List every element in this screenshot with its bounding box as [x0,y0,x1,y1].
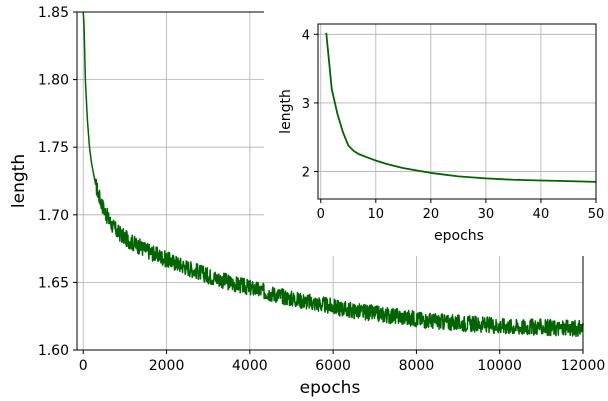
y-tick-label: 1.80 [38,73,69,89]
y-tick-label: 1.85 [38,5,69,21]
inset-x-tick-label: 0 [317,207,325,222]
inset-background [264,4,608,256]
inset-y-tick-label: 4 [302,28,310,43]
x-tick-label: 12000 [561,358,606,374]
inset-x-tick-label: 30 [478,207,495,222]
inset-x-axis-label: epochs [434,228,484,244]
x-tick-label: 10000 [477,358,522,374]
x-tick-label: 6000 [315,358,351,374]
main-series-line [82,11,584,338]
x-tick-label: 2000 [149,358,185,374]
inset-y-tick-label: 2 [302,166,310,181]
inset-series-line [325,32,597,183]
x-tick-label: 8000 [399,358,435,374]
inset-y-tick-label: 3 [302,97,310,112]
inset-x-tick-label: 50 [588,207,605,222]
x-axis-label: epochs [300,378,361,398]
y-tick-label: 1.70 [38,208,69,224]
x-tick-label: 0 [79,358,88,374]
inset-frame [317,23,597,200]
inset-y-axis-label: length [278,89,294,134]
y-tick-label: 1.65 [38,275,69,291]
inset-chart: 0 10 20 30 40 50 2 3 4 epochs length [278,23,605,244]
y-axis-label: length [9,154,29,208]
inset-x-tick-label: 20 [423,207,440,222]
y-tick-label: 1.75 [38,140,69,156]
x-tick-label: 4000 [232,358,268,374]
inset-x-tick-label: 10 [368,207,385,222]
inset-x-tick-label: 40 [533,207,550,222]
y-tick-label: 1.60 [38,343,69,359]
